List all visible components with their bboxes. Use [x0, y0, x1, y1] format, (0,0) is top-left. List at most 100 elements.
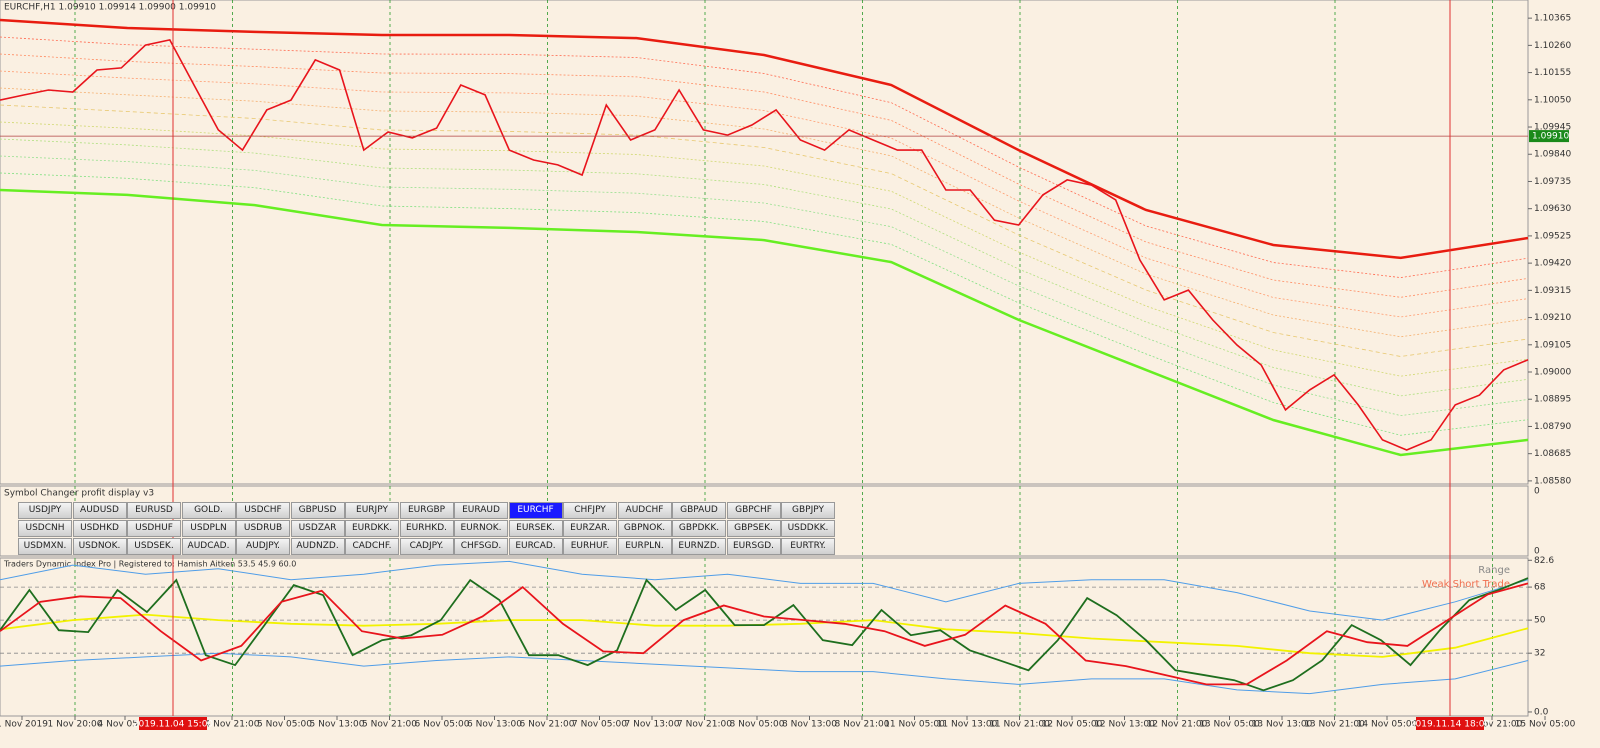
- symbol-button[interactable]: GBPAUD: [672, 502, 726, 519]
- cursor-label: 2019.11.04 15:00: [133, 720, 214, 730]
- symbol-button[interactable]: GOLD.: [181, 502, 236, 519]
- symbol-button[interactable]: EURPLN.: [617, 538, 672, 555]
- lower-band: [0, 188, 1529, 457]
- symbol-button[interactable]: USDCHF: [236, 502, 290, 519]
- symbol-button[interactable]: AUDCHF: [617, 502, 672, 519]
- symbol-button[interactable]: USDMXN.: [18, 538, 72, 555]
- envelope-line: [0, 87, 1529, 338]
- y-tick-label: 1.10155: [1534, 68, 1571, 78]
- envelope-line: [0, 121, 1529, 377]
- symbol-button[interactable]: USDSEK.: [127, 538, 181, 555]
- symbol-button[interactable]: GBPNOK.: [617, 520, 672, 537]
- symbol-button[interactable]: EURAUD: [454, 502, 508, 519]
- x-tick-label: 1 Nov 20:00: [48, 720, 103, 730]
- x-tick-label: 5 Nov 21:00: [362, 720, 417, 730]
- y-tick-label: 50: [1534, 616, 1546, 626]
- x-tick-label: 7 Nov 05:00: [572, 720, 627, 730]
- price-line: [0, 38, 1529, 451]
- x-tick-label: 6 Nov 13:00: [467, 720, 522, 730]
- symbol-button[interactable]: EURJPY: [345, 502, 399, 519]
- x-tick-label: 14 Nov 21:00: [1462, 720, 1523, 730]
- symbol-button[interactable]: EURCHF: [508, 502, 563, 519]
- x-tick-label: 13 Nov 13:00: [1252, 720, 1313, 730]
- symbol-button[interactable]: AUDCAD.: [181, 538, 236, 555]
- indicator-line: [0, 582, 1529, 686]
- y-tick-label: 1.09735: [1534, 177, 1571, 187]
- symbol-button[interactable]: GBPCHF: [726, 502, 781, 519]
- symbol-button[interactable]: GBPDKK.: [672, 520, 726, 537]
- symbol-button[interactable]: EURHKD.: [399, 520, 454, 537]
- symbol-button[interactable]: EURDKK.: [345, 520, 399, 537]
- y-tick-label: 1.08790: [1534, 422, 1571, 432]
- price-frame: [0, 0, 1529, 485]
- y-tick-label: 1.09630: [1534, 204, 1571, 214]
- symbol-button[interactable]: USDNOK.: [72, 538, 127, 555]
- symbol-button[interactable]: EURSGD.: [726, 538, 781, 555]
- x-tick-label: 5 Nov 05:00: [257, 720, 312, 730]
- y-tick-label: 82.6: [1534, 556, 1554, 566]
- last-price-box: [1529, 130, 1569, 143]
- symbol-button[interactable]: USDDKK.: [781, 520, 835, 537]
- symbol-button[interactable]: EURZAR.: [563, 520, 617, 537]
- x-tick-label: 7 Nov 13:00: [625, 720, 680, 730]
- panel-axis-label: 0: [1534, 547, 1540, 557]
- x-tick-label: 11 Nov 13:00: [937, 720, 998, 730]
- symbol-button[interactable]: EURSEK.: [508, 520, 563, 537]
- symbol-button[interactable]: USDHKD: [72, 520, 127, 537]
- tdi-title: Traders Dynamic Index Pro | Registered t…: [3, 560, 296, 569]
- x-tick-label: 6 Nov 05:00: [415, 720, 470, 730]
- symbol-button[interactable]: EURTRY.: [781, 538, 835, 555]
- x-tick-label: 12 Nov 21:00: [1147, 720, 1208, 730]
- symbol-button[interactable]: EURGBP: [399, 502, 454, 519]
- annotation: Weak Short Trade: [1422, 579, 1510, 590]
- y-tick-label: 1.09000: [1534, 368, 1571, 378]
- symbol-button[interactable]: EURNOK.: [454, 520, 508, 537]
- annotation: Range: [1478, 565, 1510, 576]
- x-tick-label: 6 Nov 21:00: [520, 720, 575, 730]
- symbol-button[interactable]: USDZAR: [290, 520, 345, 537]
- symbol-button[interactable]: GBPJPY: [781, 502, 835, 519]
- cursor-label: 2019.11.14 18:00: [1410, 720, 1491, 730]
- symbol-button[interactable]: USDHUF: [127, 520, 181, 537]
- x-tick-label: 4 Nov 21:00: [205, 720, 260, 730]
- symbol-button[interactable]: CHFJPY: [563, 502, 617, 519]
- x-tick-label: 1 Nov 2019: [0, 720, 48, 730]
- symbol-button[interactable]: AUDUSD: [72, 502, 127, 519]
- symbol-button[interactable]: CADCHF.: [345, 538, 399, 555]
- envelope-line: [0, 104, 1529, 357]
- y-tick-label: 1.09105: [1534, 340, 1571, 350]
- x-tick-label: 13 Nov 05:00: [1199, 720, 1260, 730]
- symbol-button[interactable]: USDPLN: [181, 520, 236, 537]
- symbol-button[interactable]: GBPSEK.: [726, 520, 781, 537]
- symbol-button[interactable]: USDJPY: [18, 502, 72, 519]
- symbol-button[interactable]: GBPUSD: [290, 502, 345, 519]
- symbol-button[interactable]: USDRUB: [236, 520, 290, 537]
- y-tick-label: 1.09315: [1534, 286, 1571, 296]
- cursor-box: [139, 717, 207, 730]
- x-tick-label: 4 Nov 05:00: [98, 720, 153, 730]
- indicator-line: [0, 577, 1529, 692]
- x-tick-label: 12 Nov 05:00: [1042, 720, 1103, 730]
- symbol-button[interactable]: EURHUF.: [563, 538, 617, 555]
- symbol-button[interactable]: EURNZD.: [672, 538, 726, 555]
- x-tick-label: 11 Nov 21:00: [989, 720, 1050, 730]
- symbol-button[interactable]: AUDJPY.: [236, 538, 290, 555]
- y-tick-label: 32: [1534, 649, 1545, 659]
- panel-title: Symbol Changer profit display v3: [4, 489, 154, 499]
- symbol-button[interactable]: CHFSGD.: [454, 538, 508, 555]
- symbol-button[interactable]: AUDNZD.: [290, 538, 345, 555]
- symbol-button[interactable]: CADJPY.: [399, 538, 454, 555]
- indicator-line: [0, 560, 1529, 621]
- symbol-button[interactable]: EURUSD: [127, 502, 181, 519]
- symbol-button[interactable]: USDCNH: [18, 520, 72, 537]
- x-tick-label: 7 Nov 21:00: [677, 720, 732, 730]
- symbol-button[interactable]: EURCAD.: [508, 538, 563, 555]
- y-tick-label: 1.08580: [1534, 476, 1571, 486]
- envelope-line: [0, 70, 1529, 318]
- y-tick-label: 1.09840: [1534, 150, 1571, 160]
- y-tick-label: 1.10260: [1534, 41, 1571, 51]
- y-tick-label: 0.0: [1534, 707, 1549, 717]
- envelope-line: [0, 36, 1529, 279]
- y-tick-label: 1.09210: [1534, 313, 1571, 323]
